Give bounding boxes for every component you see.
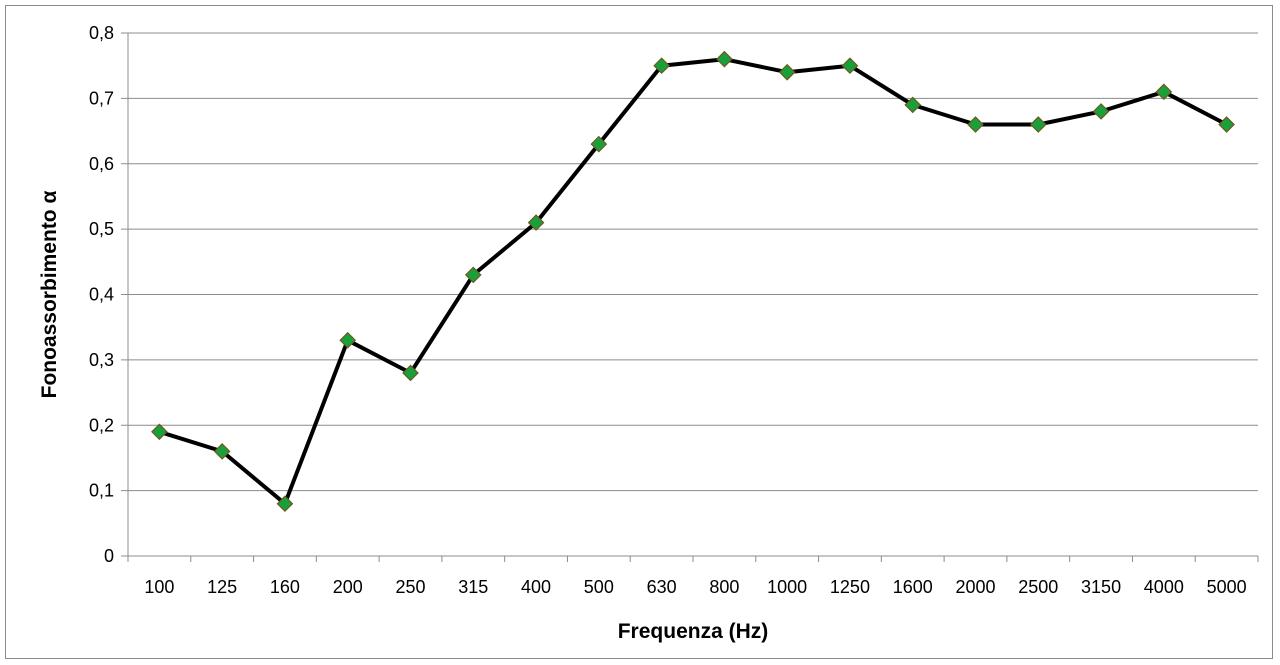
x-tick-label: 4000 [1144,577,1184,597]
x-tick-label: 1000 [767,577,807,597]
data-point-marker [1155,83,1173,101]
x-tick-label: 1250 [830,577,870,597]
data-point-marker [527,214,545,231]
x-tick-label: 315 [458,577,488,597]
data-point-marker [1092,103,1110,120]
data-point-marker [151,423,168,441]
data-point-marker [402,364,419,382]
data-point-marker [778,63,796,81]
data-point-marker [590,135,608,153]
data-point-marker [716,50,733,68]
data-point-marker [653,57,670,75]
y-axis-title: Fonoassorbimento α [38,191,61,399]
x-tick-labels: 100 125 160 200 250 315 400 500 630 800 1000 1250 16… [144,577,1246,597]
series-line [158,57,1228,506]
x-tick-label: 1600 [893,577,933,597]
data-point-marker [464,266,482,284]
y-tick-label: 0,5 [89,219,114,239]
y-tick-label: 0,2 [89,415,114,435]
x-tick-label: 160 [270,577,300,597]
y-tick-label: 0,8 [89,23,114,43]
x-axis-title: Frequenza (Hz) [618,620,769,643]
x-tick-label: 630 [647,577,677,597]
x-tick-label: 2500 [1018,577,1058,597]
x-tick-label: 125 [207,577,237,597]
data-point-marker [276,495,294,513]
y-tick-label: 0,7 [89,88,114,108]
series-absorption [151,50,1235,513]
data-point-marker [967,116,984,133]
y-tick-label: 0 [104,546,114,566]
data-point-marker [904,96,922,114]
gridlines [128,32,1258,492]
axes [121,32,1259,562]
x-tick-label: 400 [521,577,551,597]
data-point-marker [339,331,357,349]
y-tick-label: 0,3 [89,350,114,370]
x-tick-label: 250 [395,577,425,597]
data-point-marker [213,443,231,460]
x-tick-label: 100 [144,577,174,597]
x-tick-label: 5000 [1207,577,1247,597]
data-point-marker [1029,116,1047,133]
y-tick-label: 0,1 [89,481,114,501]
x-tick-label: 2000 [955,577,995,597]
x-tick-label: 500 [584,577,614,597]
data-point-marker [841,57,859,75]
y-tick-labels: 0 0,1 0,2 0,3 0,4 0,5 0,6 0,7 0,8 [89,23,114,566]
chart-frame [5,5,1273,659]
x-tick-label: 800 [709,577,739,597]
y-tick-label: 0,6 [89,154,114,174]
x-tick-label: 3150 [1081,577,1121,597]
y-tick-label: 0,4 [89,285,114,305]
data-point-marker [1218,116,1235,133]
x-tick-label: 200 [333,577,363,597]
